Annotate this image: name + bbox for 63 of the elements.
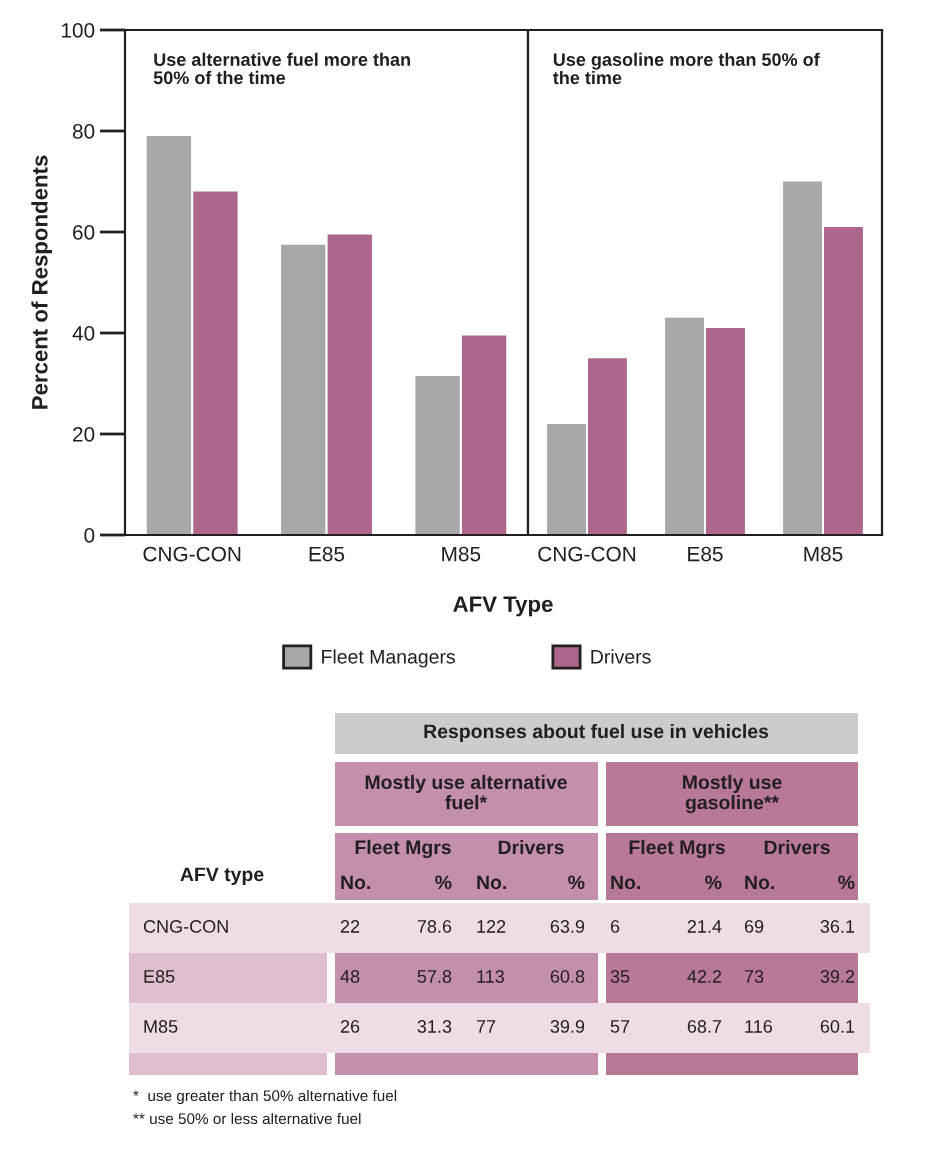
y-tick-label: 100 — [61, 23, 95, 38]
text: 57 — [610, 1020, 630, 1033]
y-tick-label: 20 — [73, 427, 95, 442]
text: E85 — [144, 970, 175, 983]
text: 68.7 — [687, 1020, 722, 1033]
text: % — [435, 875, 452, 890]
text: % — [568, 875, 585, 890]
text: 73 — [744, 970, 764, 983]
y-tick-label: 0 — [84, 528, 95, 543]
text: 26 — [340, 1020, 360, 1033]
text: 22 — [340, 920, 360, 933]
legend-label: Fleet Managers — [322, 649, 455, 668]
text: 116 — [745, 1020, 772, 1033]
text: 113 — [477, 970, 504, 983]
text: Fleet Mgrs — [355, 839, 451, 859]
text: No. — [477, 875, 506, 890]
legend-label: Drivers — [591, 649, 651, 664]
text: 69 — [744, 920, 764, 933]
y-tick-label: 40 — [72, 326, 95, 341]
text: M85 — [144, 1020, 178, 1033]
text: Drivers — [498, 839, 564, 855]
x-tick-label: E85 — [688, 546, 723, 562]
text: 6 — [610, 920, 620, 933]
text: Responses about fuel use in vehicles — [424, 723, 769, 743]
text: Mostly use gasoline** — [683, 774, 782, 814]
text: 60.8 — [550, 970, 585, 983]
text: ** use 50% or less alternative fuel — [133, 1112, 361, 1125]
text: 21.4 — [687, 920, 722, 933]
text: 122 — [477, 920, 506, 933]
text: Mostly use alternative fuel* — [365, 774, 567, 810]
text: AFV type — [180, 867, 264, 886]
text: 48 — [340, 970, 360, 983]
text: 63.9 — [550, 920, 585, 933]
y-axis-title: Percent of Respondents — [31, 155, 53, 409]
x-axis-title: AFV Type — [453, 596, 553, 617]
text: CNG-CON — [143, 920, 228, 933]
text: % — [705, 875, 722, 890]
text: 39.9 — [550, 1020, 585, 1033]
x-tick-label: CNG-CON — [538, 546, 636, 562]
text: Drivers — [764, 839, 830, 855]
text: 31.3 — [417, 1020, 452, 1033]
text: 42.2 — [687, 970, 722, 983]
text: 78.6 — [417, 920, 452, 933]
text: No. — [745, 875, 774, 890]
annotation: Use alternative fuel more than 50% of the time — [153, 52, 410, 85]
text: Fleet Mgrs — [629, 839, 725, 859]
text: 77 — [476, 1020, 496, 1033]
text: 60.1 — [820, 1020, 855, 1033]
y-tick-label: 80 — [72, 124, 95, 139]
text: 57.8 — [417, 970, 452, 983]
y-tick-label: 60 — [73, 225, 95, 240]
text: No. — [611, 875, 640, 890]
text: 39.2 — [820, 970, 855, 983]
text: 35 — [610, 970, 630, 983]
text: % — [838, 875, 855, 890]
x-tick-label: CNG-CON — [143, 546, 241, 562]
x-tick-label: E85 — [309, 546, 345, 562]
annotation: Use gasoline more than 50% of the time — [553, 52, 820, 85]
text: 36.1 — [820, 920, 855, 933]
text: No. — [341, 875, 370, 890]
text: * use greater than 50% alternative fuel — [133, 1089, 397, 1105]
x-tick-label: M85 — [804, 546, 843, 562]
x-tick-label: M85 — [442, 546, 481, 562]
